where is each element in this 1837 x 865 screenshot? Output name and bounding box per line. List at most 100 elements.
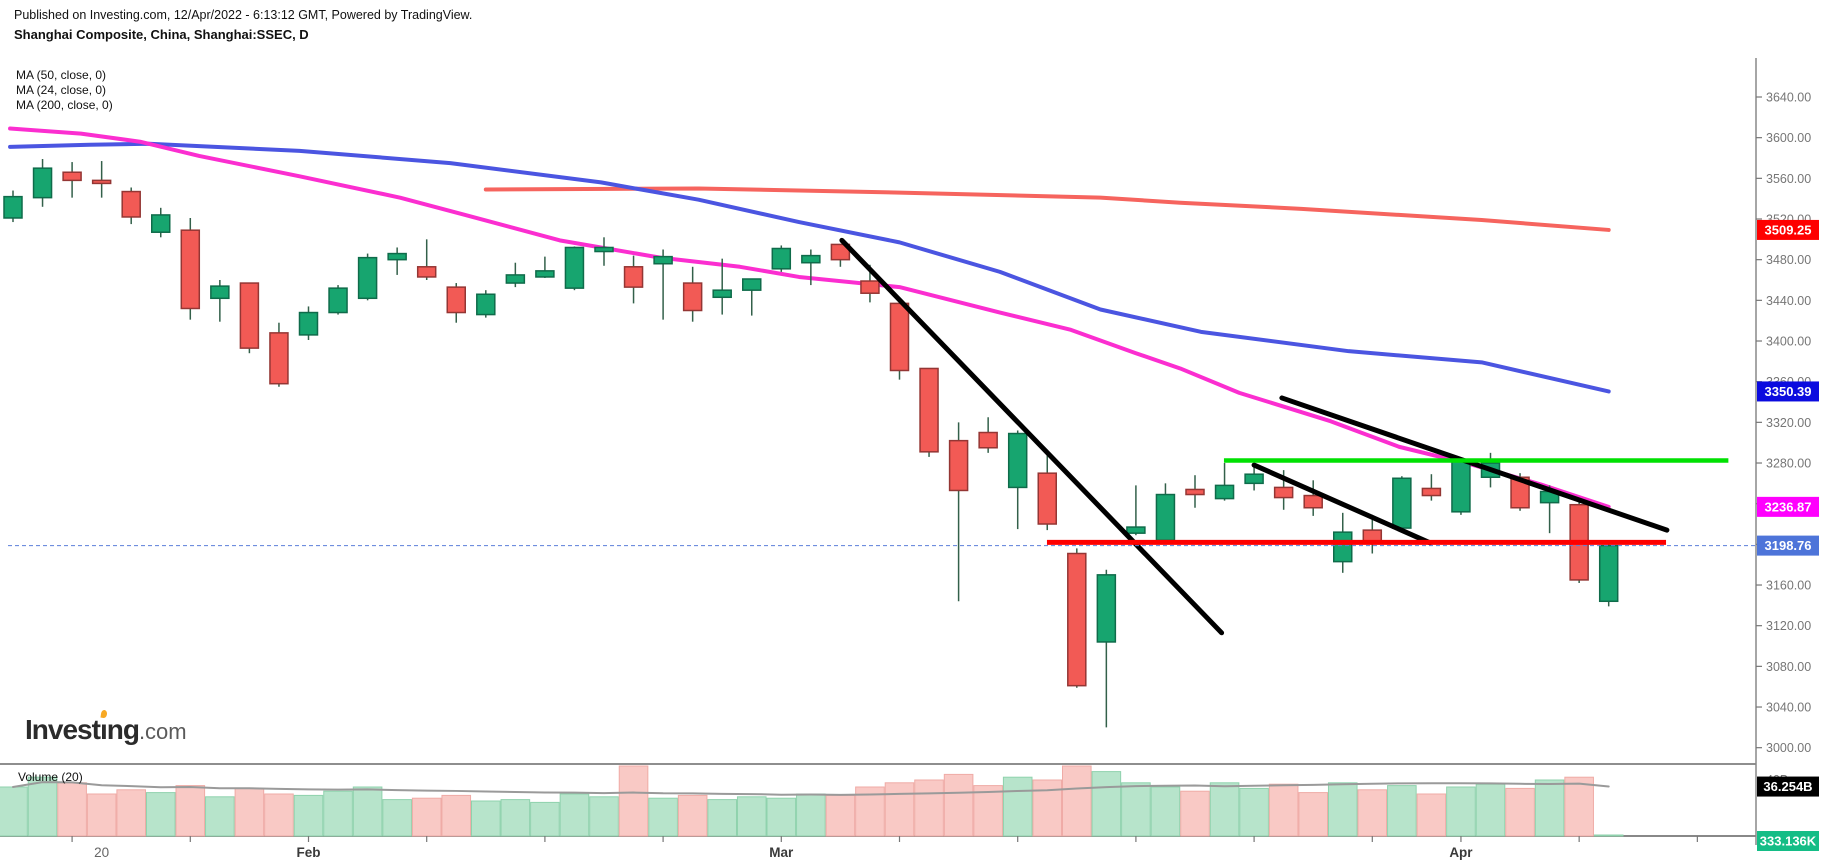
candle-body bbox=[535, 270, 555, 278]
price-tick-label: 3560.00 bbox=[1766, 172, 1811, 186]
volume-bar bbox=[1416, 793, 1447, 837]
candle bbox=[476, 290, 496, 318]
volume-bar bbox=[618, 765, 649, 837]
candle bbox=[771, 245, 792, 272]
price-badge-3198.76: 3198.76 bbox=[1757, 535, 1819, 556]
candle-body bbox=[1185, 488, 1205, 496]
candle bbox=[1303, 480, 1323, 516]
volume-bar bbox=[205, 796, 235, 837]
candle bbox=[889, 302, 910, 380]
candle-body bbox=[1303, 494, 1323, 509]
volume-bar bbox=[1268, 783, 1299, 837]
volume-bar bbox=[796, 793, 826, 837]
volume-bar bbox=[1475, 783, 1506, 837]
volume-ma-badge-text: 36.254B bbox=[1763, 779, 1812, 794]
volume-bar bbox=[648, 797, 678, 837]
volume-bar bbox=[973, 785, 1003, 837]
price-tick-label: 3000.00 bbox=[1766, 741, 1811, 755]
indicator-legend-ma200: MA (200, close, 0) bbox=[16, 98, 113, 112]
date-label-feb: Feb bbox=[296, 845, 320, 860]
price-tick-label: 3160.00 bbox=[1766, 579, 1811, 593]
candle-body bbox=[623, 266, 644, 288]
price-tick-label: 3400.00 bbox=[1766, 335, 1811, 349]
candle bbox=[1096, 569, 1117, 728]
price-badge-3198.76-text: 3198.76 bbox=[1765, 538, 1812, 553]
volume-bar bbox=[1002, 776, 1033, 837]
candle bbox=[357, 253, 378, 301]
candle-body bbox=[830, 243, 851, 261]
volume-bar bbox=[323, 790, 353, 837]
candle bbox=[416, 239, 437, 281]
candle bbox=[1185, 475, 1205, 508]
candle bbox=[387, 247, 407, 275]
candle bbox=[62, 162, 82, 198]
candle-body bbox=[121, 190, 141, 218]
candle bbox=[1244, 465, 1264, 491]
candle-body bbox=[151, 214, 171, 233]
candle bbox=[210, 280, 230, 322]
candle-body bbox=[742, 278, 762, 291]
volume-bar bbox=[1357, 789, 1388, 837]
volume-bar bbox=[1239, 787, 1269, 837]
price-tick-label: 3440.00 bbox=[1766, 294, 1811, 308]
candle bbox=[594, 237, 614, 266]
candle-body bbox=[1392, 477, 1412, 529]
candle bbox=[121, 187, 141, 225]
date-label-mar: Mar bbox=[769, 845, 794, 860]
candle bbox=[1214, 463, 1235, 501]
indicator-legend-ma24: MA (24, close, 0) bbox=[16, 83, 107, 97]
price-tick-label: 3080.00 bbox=[1766, 660, 1811, 674]
volume-bar bbox=[1534, 779, 1565, 837]
candle bbox=[446, 283, 466, 323]
volume-bar bbox=[471, 800, 501, 837]
price-badge-3350.39-bg bbox=[1757, 381, 1819, 402]
volume-bar bbox=[1121, 782, 1151, 837]
candle bbox=[32, 159, 53, 207]
volume-indicator-label: Volume (20) bbox=[18, 770, 83, 784]
candle bbox=[830, 243, 851, 267]
candle-body bbox=[446, 286, 466, 314]
volume-bar bbox=[1387, 785, 1417, 837]
candle bbox=[180, 217, 201, 320]
volume-bar bbox=[884, 782, 915, 837]
price-badge-3509.25-text: 3509.25 bbox=[1765, 222, 1812, 237]
candle bbox=[239, 282, 260, 354]
candle-body bbox=[801, 254, 821, 264]
volume-bar bbox=[382, 799, 412, 837]
volume-bar bbox=[677, 794, 708, 837]
candle-body bbox=[210, 285, 230, 300]
candle bbox=[1421, 474, 1442, 501]
volume-bar bbox=[766, 797, 797, 837]
volume-bar bbox=[943, 773, 974, 837]
volume-bar bbox=[1446, 786, 1476, 837]
candle bbox=[801, 249, 821, 286]
candle bbox=[653, 249, 673, 320]
candle bbox=[712, 258, 732, 315]
volume-bar bbox=[1062, 765, 1092, 837]
candle bbox=[505, 262, 526, 288]
trendline-1 bbox=[839, 237, 1225, 636]
price-tick-label: 3640.00 bbox=[1766, 91, 1811, 105]
candle-body bbox=[239, 282, 260, 349]
volume-last-badge-text: 333.136K bbox=[1760, 834, 1817, 849]
volume-bar bbox=[914, 779, 944, 837]
candle-body bbox=[860, 280, 880, 294]
candle-body bbox=[476, 293, 496, 316]
volume-bar bbox=[1298, 792, 1329, 837]
volume-bar bbox=[293, 794, 324, 837]
volume-bar bbox=[1150, 786, 1181, 837]
candle-body bbox=[712, 289, 732, 299]
candle-body bbox=[978, 431, 998, 449]
investing-com-logo[interactable]: Investı ng.com bbox=[25, 709, 187, 746]
candle-body bbox=[328, 287, 348, 314]
candle-body bbox=[1598, 544, 1619, 603]
volume-ma-badge: 36.254B bbox=[1757, 776, 1819, 797]
candle bbox=[564, 246, 585, 291]
candle bbox=[978, 417, 998, 453]
ma-line-ma24 bbox=[8, 126, 1611, 509]
trendline-3 bbox=[1279, 395, 1670, 533]
volume-bar bbox=[825, 794, 856, 837]
volume-bar bbox=[1180, 790, 1210, 837]
